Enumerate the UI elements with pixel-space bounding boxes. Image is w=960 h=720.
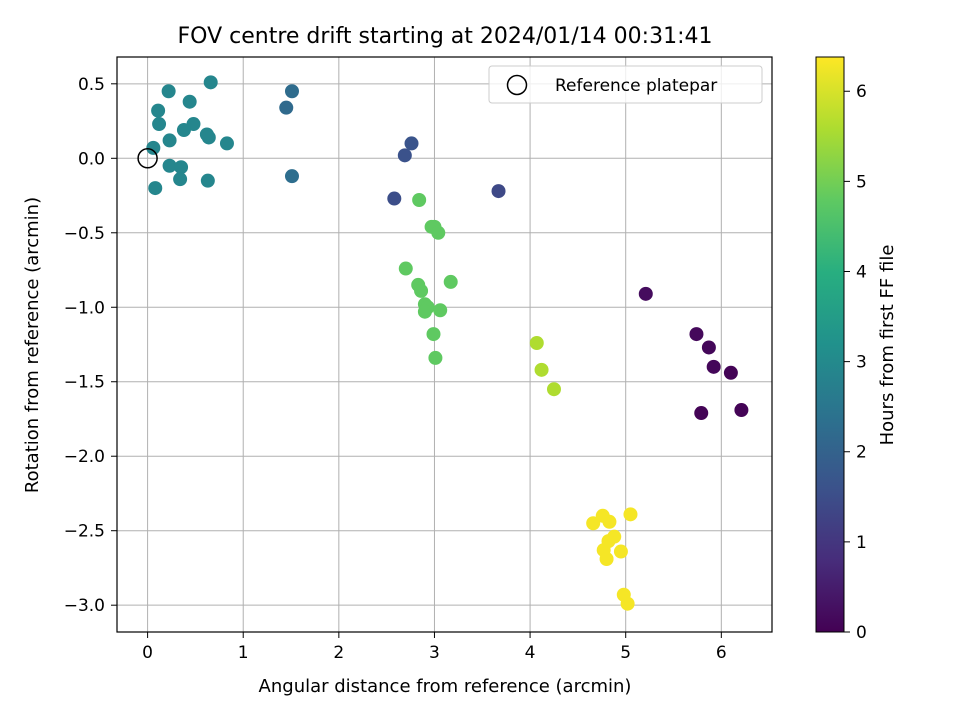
colorbar-tick-label: 0	[856, 623, 867, 643]
data-point	[706, 359, 721, 374]
data-point	[397, 148, 412, 163]
data-point	[599, 552, 614, 567]
data-point	[284, 84, 299, 99]
x-tick-label: 3	[429, 643, 440, 663]
x-tick-label: 4	[525, 643, 536, 663]
data-point	[546, 382, 561, 397]
data-point	[279, 100, 294, 115]
data-point	[638, 286, 653, 301]
legend-reference-marker	[506, 74, 528, 96]
data-point	[162, 133, 177, 148]
legend-entry-reference: Reference platepar	[555, 76, 717, 96]
data-point	[182, 94, 197, 109]
data-point	[689, 327, 704, 342]
x-tick-label: 5	[620, 643, 631, 663]
data-point	[146, 140, 161, 155]
data-point	[433, 303, 448, 318]
colorbar-tick-label: 6	[856, 82, 867, 102]
data-point	[723, 365, 738, 380]
data-point	[613, 544, 628, 559]
y-tick-label: −1.0	[64, 298, 105, 318]
legend: Reference platepar	[488, 65, 763, 104]
colorbar-tick-label: 4	[856, 262, 867, 282]
data-point	[203, 75, 218, 90]
y-axis-ticks: 0.5 0.0 −0.5 −1.0 −1.5 −2.0 −2.5 −3.0	[64, 75, 117, 616]
y-tick-label: 0.0	[78, 149, 105, 169]
data-point	[174, 160, 189, 175]
data-point	[412, 193, 427, 208]
data-point	[148, 181, 163, 196]
x-axis-label: Angular distance from reference (arcmin)	[259, 676, 632, 697]
data-point	[491, 184, 506, 199]
colorbar-tick-label: 1	[856, 533, 867, 553]
y-tick-label: −0.5	[64, 224, 105, 244]
chart-title: FOV centre drift starting at 2024/01/14 …	[178, 24, 713, 49]
colorbar-tick-label: 5	[856, 172, 867, 192]
data-point	[161, 84, 176, 99]
colorbar-tick-label: 3	[856, 353, 867, 373]
data-point	[173, 172, 188, 187]
x-tick-label: 6	[716, 643, 727, 663]
legend-box	[488, 65, 763, 104]
data-point	[152, 117, 167, 132]
colorbar: 0 1 2 3 4 5 6 Hours from first FF file	[815, 56, 898, 643]
colorbar-tick-label: 2	[856, 443, 867, 463]
data-points	[146, 75, 749, 611]
data-point	[201, 130, 216, 145]
data-point	[398, 261, 413, 276]
data-point	[404, 136, 419, 151]
data-point	[428, 350, 443, 365]
data-point	[284, 169, 299, 184]
data-point	[602, 514, 617, 529]
y-tick-label: −2.0	[64, 447, 105, 467]
grid-lines	[117, 57, 772, 632]
data-point	[443, 274, 458, 289]
data-point	[426, 327, 441, 342]
data-point	[431, 225, 446, 240]
data-point	[200, 173, 215, 188]
y-tick-label: −2.5	[64, 522, 105, 542]
x-axis-ticks: 0 1 2 3 4 5 6	[142, 632, 727, 663]
data-point	[529, 336, 544, 351]
x-tick-label: 1	[238, 643, 249, 663]
data-point	[151, 103, 166, 118]
data-point	[694, 406, 709, 421]
data-point	[387, 191, 402, 206]
colorbar-ticks: 0 1 2 3 4 5 6	[844, 82, 867, 643]
data-point	[417, 304, 432, 319]
data-point	[734, 403, 749, 418]
y-tick-label: −1.5	[64, 373, 105, 393]
data-point	[623, 507, 638, 522]
y-tick-label: 0.5	[78, 75, 105, 95]
data-point	[162, 158, 177, 173]
data-point	[701, 340, 716, 355]
data-point	[620, 596, 635, 611]
data-point	[534, 362, 549, 377]
y-tick-label: −3.0	[64, 596, 105, 616]
y-axis-label: Rotation from reference (arcmin)	[22, 197, 43, 493]
plot-frame	[116, 56, 773, 633]
x-tick-label: 0	[142, 643, 153, 663]
colorbar-label: Hours from first FF file	[877, 245, 898, 446]
data-point	[586, 516, 601, 531]
data-point	[219, 136, 234, 151]
data-point	[414, 283, 429, 298]
data-point	[176, 122, 191, 137]
reference-platepar-marker	[137, 148, 158, 169]
x-tick-label: 2	[333, 643, 344, 663]
colorbar-gradient	[815, 56, 845, 633]
